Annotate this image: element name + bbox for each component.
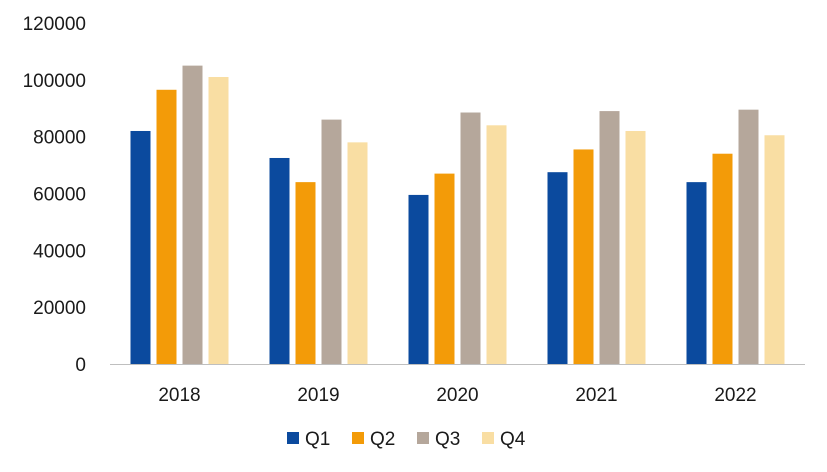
y-tick-label: 60000: [33, 185, 86, 206]
legend-swatch-q3: [417, 432, 429, 444]
bar-2018-q3: [182, 65, 203, 364]
legend-label-q4: Q4: [500, 429, 526, 450]
legend-swatch-q1: [287, 432, 299, 444]
y-tick-label: 80000: [33, 128, 86, 149]
x-tick-label: 2022: [714, 385, 756, 406]
bar-2022-q1: [686, 182, 707, 364]
legend-label-q3: Q3: [435, 429, 460, 450]
bar-2019-q4: [347, 142, 368, 364]
legend-swatch-q2: [352, 432, 364, 444]
bar-2022-q2: [712, 153, 733, 364]
legend-label-q2: Q2: [370, 429, 395, 450]
x-tick-label: 2018: [158, 385, 200, 406]
bar-2020-q4: [486, 125, 507, 364]
bar-2020-q1: [408, 194, 429, 364]
bar-2021-q3: [599, 111, 620, 364]
x-tick-label: 2020: [436, 385, 478, 406]
bar-2019-q3: [321, 119, 342, 364]
legend-swatch-q4: [482, 432, 494, 444]
y-tick-label: 100000: [23, 71, 86, 92]
bar-2018-q4: [208, 76, 229, 364]
y-tick-label: 0: [75, 355, 86, 376]
bar-2020-q3: [460, 112, 481, 364]
x-tick-label: 2019: [297, 385, 339, 406]
legend: Q1 Q2 Q3 Q4: [287, 429, 526, 450]
bar-2021-q1: [547, 172, 568, 364]
bar-2021-q4: [625, 130, 646, 364]
bar-2019-q2: [295, 182, 316, 364]
legend-label-q1: Q1: [305, 429, 330, 450]
x-axis-tick-labels: 2018 2019 2020 2021 2022: [158, 385, 756, 406]
bar-2022-q3: [738, 109, 759, 364]
bar-2019-q1: [269, 157, 290, 364]
bar-2021-q2: [573, 149, 594, 364]
bar-2018-q1: [130, 130, 151, 364]
bar-2022-q4: [764, 135, 785, 364]
bar-2020-q2: [434, 173, 455, 364]
y-tick-label: 120000: [23, 14, 86, 35]
y-axis-tick-labels: 0 20000 40000 60000 80000 100000 120000: [23, 14, 86, 376]
y-tick-label: 40000: [33, 241, 86, 262]
bars: [130, 65, 785, 364]
x-tick-label: 2021: [575, 385, 617, 406]
y-tick-label: 20000: [33, 298, 86, 319]
bar-2018-q2: [156, 89, 177, 364]
